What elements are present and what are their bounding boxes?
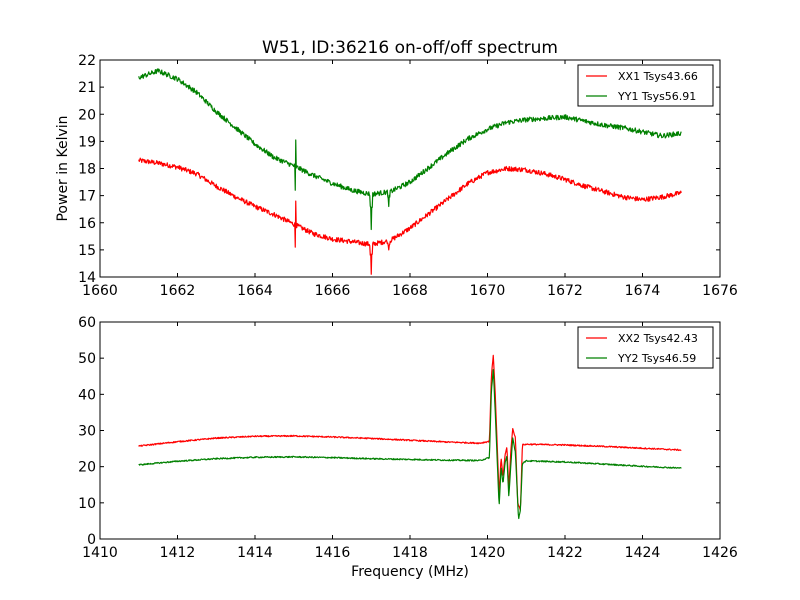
bottom-x-axis-label: Frequency (MHz) [351,564,469,580]
y-tick-label: 20 [78,460,96,476]
y-tick-label: 60 [78,315,96,331]
legend-label-xx1: XX1 Tsys43.66 [618,70,698,83]
x-tick-label: 1416 [315,545,351,561]
y-tick-label: 21 [78,80,96,96]
x-tick-label: 1676 [702,283,738,299]
y-tick-label: 18 [78,162,96,178]
y-tick-label: 19 [78,134,96,150]
x-tick-label: 1672 [547,283,583,299]
y-tick-label: 0 [87,532,96,548]
y-tick-label: 17 [78,189,96,205]
x-tick-label: 1420 [470,545,506,561]
series-line-xx2 [138,354,682,511]
y-tick-label: 20 [78,107,96,123]
x-tick-label: 1414 [237,545,273,561]
x-tick-label: 1412 [160,545,196,561]
y-tick-label: 15 [78,243,96,259]
top-y-ticks: 14 15 16 17 18 19 20 21 22 [78,53,720,286]
bottom-y-ticks: 0 10 20 30 40 50 60 [78,315,720,548]
top-legend: XX1 Tsys43.66 YY1 Tsys56.91 [577,64,714,107]
y-tick-label: 10 [78,496,96,512]
top-legend-box [577,64,714,107]
x-tick-label: 1410 [82,545,118,561]
y-tick-label: 16 [78,216,96,232]
y-tick-label: 50 [78,351,96,367]
y-tick-label: 22 [78,53,96,69]
bottom-legend-box [577,326,714,369]
top-subplot: W51, ID:36216 on-off/off spectrum 1660 16… [55,38,738,299]
bottom-x-ticks: 1410 1412 1414 1416 1418 1420 1422 1424 1426 [82,322,738,561]
bottom-legend: XX2 Tsys42.43 YY2 Tsys46.59 [577,326,714,369]
legend-label-yy2: YY2 Tsys46.59 [617,352,696,365]
top-plot-lines [138,68,682,275]
x-tick-label: 1422 [547,545,583,561]
x-tick-label: 1670 [470,283,506,299]
x-tick-label: 1674 [625,283,661,299]
x-tick-label: 1664 [237,283,273,299]
y-tick-label: 30 [78,424,96,440]
series-line-yy1 [138,68,682,231]
x-tick-label: 1668 [392,283,428,299]
y-tick-label: 14 [78,270,96,286]
x-tick-label: 1426 [702,545,738,561]
x-tick-label: 1418 [392,545,428,561]
series-line-yy2 [138,369,682,520]
bottom-subplot: 1410 1412 1414 1416 1418 1420 1422 1424 1426 0 10… [78,315,738,580]
top-x-ticks: 1660 1662 1664 1666 1668 1670 1672 1674 1676 [82,60,738,299]
y-tick-label: 40 [78,387,96,403]
bottom-plot-lines [138,354,682,520]
x-tick-label: 1662 [160,283,196,299]
chart-title: W51, ID:36216 on-off/off spectrum [262,38,558,58]
x-tick-label: 1424 [625,545,661,561]
x-tick-label: 1660 [82,283,118,299]
legend-label-xx2: XX2 Tsys42.43 [618,332,698,345]
legend-label-yy1: YY1 Tsys56.91 [617,90,696,103]
series-line-xx1 [138,157,682,275]
x-tick-label: 1666 [315,283,351,299]
top-y-axis-label: Power in Kelvin [55,115,71,221]
